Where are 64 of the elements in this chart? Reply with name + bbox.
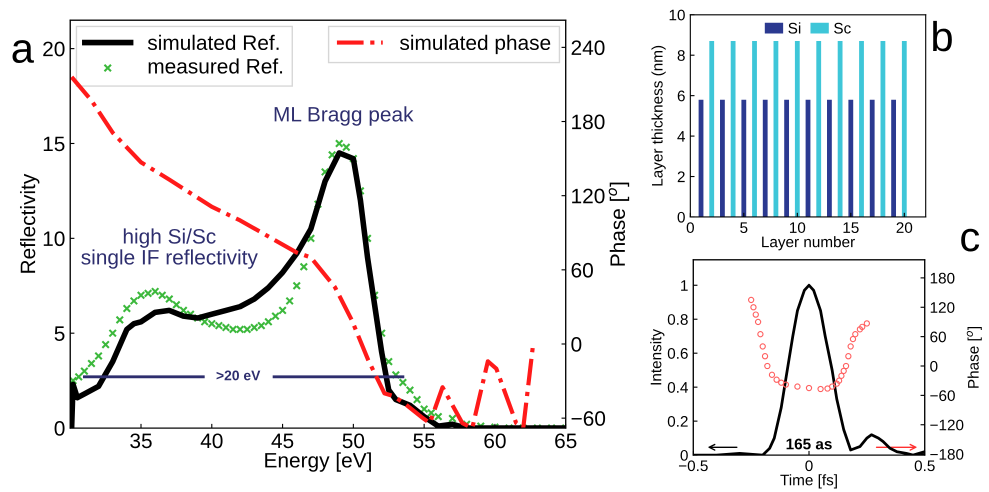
x-tick-label: 55: [413, 434, 435, 448]
y-axis-title: Reflectivity: [20, 174, 40, 273]
annotation: ML Bragg peak: [274, 106, 414, 126]
y-tick-label: 0.2: [668, 416, 688, 427]
y-tick-label: 0: [678, 212, 685, 223]
legend-label: Sc: [834, 22, 851, 34]
y2-tick-label: 120: [572, 188, 605, 204]
annotation: >20 eV: [216, 370, 260, 380]
legend-label: measured Ref.: [148, 58, 282, 74]
x-axis-title: Time [fs]: [780, 474, 837, 488]
y-tick-label: 2: [678, 171, 685, 182]
y2-axis-title: Phase [$^{o}$]: [966, 326, 982, 388]
legend-label: simulated phase: [400, 34, 550, 54]
legend-label: Si: [788, 22, 800, 34]
y2-tick-label: −60: [930, 390, 955, 402]
x-tick-label: 45: [271, 434, 294, 448]
y2-tick-label: 60: [930, 332, 946, 342]
chart-title: b: [933, 20, 952, 52]
x-tick-label: 0: [805, 460, 813, 472]
chart-title: a: [12, 40, 34, 64]
y-axis-title: Layer thickness (nm): [651, 46, 666, 186]
x-tick-label: 0.5: [914, 460, 935, 472]
y-axis-title: Intensity: [650, 329, 664, 384]
y-tick-label: 6: [678, 90, 685, 102]
x-tick-label: 65: [555, 433, 576, 448]
y-tick-label: 0: [680, 450, 688, 461]
y-tick-label: 20: [43, 42, 65, 56]
legend-label: simulated Ref.: [148, 34, 279, 50]
x-axis-title: Energy [eV]: [265, 452, 371, 472]
y-tick-label: 8: [678, 50, 685, 61]
y2-tick-label: 0: [571, 336, 582, 352]
y-tick-label: 0.4: [668, 382, 688, 393]
line-series: [70, 74, 536, 428]
y2-tick-label: 180: [930, 272, 954, 284]
chart-title: c: [961, 228, 980, 252]
y2-tick-label: −60: [572, 411, 606, 426]
y-tick-label: 0.6: [668, 348, 688, 359]
y2-tick-label: −120: [930, 420, 964, 430]
y-tick-label: 5: [54, 326, 64, 341]
y-tick-label: 1: [681, 280, 688, 291]
y2-tick-label: 180: [572, 114, 605, 130]
y-tick-label: 0: [54, 421, 65, 436]
y2-tick-label: −180: [930, 448, 964, 460]
x-tick-label: 35: [130, 433, 152, 448]
x-tick-label: 60: [484, 433, 506, 448]
y-tick-label: 4: [677, 131, 686, 142]
x-tick-label: 15: [843, 222, 859, 234]
y2-tick-label: 120: [930, 302, 954, 313]
x-tick-label: 50: [342, 433, 364, 448]
y-tick-label: 10: [670, 10, 685, 20]
y2-tick-label: 240: [572, 40, 605, 56]
y2-tick-label: 0: [930, 360, 938, 372]
x-tick-label: 5: [740, 222, 748, 234]
annotation: 165 as: [786, 438, 832, 450]
x-tick-label: 20: [896, 222, 912, 234]
y2-axis-title: Phase [$^{o}$]: [608, 182, 630, 266]
y-tick-label: 0.8: [668, 314, 688, 325]
annotation: high Si/Sc single IF reflectivity: [81, 228, 258, 269]
x-tick-label: −0.5: [678, 460, 708, 472]
y-tick-label: 15: [44, 136, 64, 152]
x-axis-title: Layer number: [762, 236, 855, 250]
x-tick-label: 10: [790, 222, 806, 234]
y2-tick-label: 60: [572, 262, 593, 278]
x-tick-label: 40: [200, 433, 223, 448]
